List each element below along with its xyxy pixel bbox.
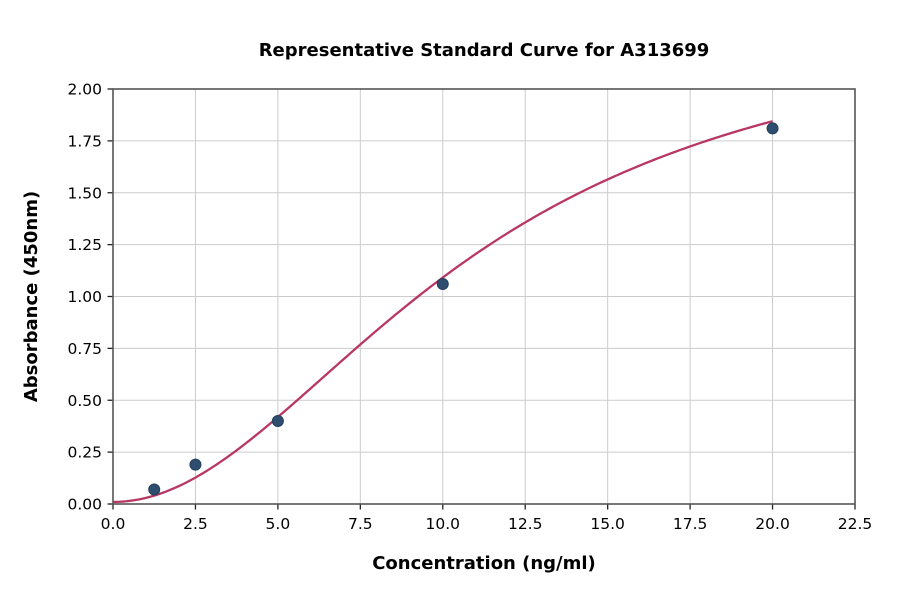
chart-title: Representative Standard Curve for A31369… bbox=[259, 40, 710, 61]
x-axis-label: Concentration (ng/ml) bbox=[372, 553, 596, 574]
y-tick-label: 0.75 bbox=[67, 340, 102, 358]
y-tick-label: 2.00 bbox=[67, 81, 102, 99]
axis-ticks bbox=[107, 88, 856, 510]
y-tick-label: 0.50 bbox=[67, 392, 102, 410]
y-tick-label: 1.50 bbox=[67, 184, 102, 202]
data-point bbox=[436, 278, 449, 291]
x-tick-label: 12.5 bbox=[508, 515, 543, 533]
y-tick-label: 1.00 bbox=[67, 288, 102, 306]
tick-labels: 0.0 2.5 5.0 7.5 10.0 12.5 15.0 17.5 20.0 22.5 0.00… bbox=[67, 81, 872, 534]
data-points bbox=[148, 122, 779, 496]
x-tick-label: 10.0 bbox=[426, 515, 461, 533]
y-axis-label: Absorbance (450nm) bbox=[21, 191, 42, 402]
data-point bbox=[148, 483, 161, 496]
y-tick-label: 1.25 bbox=[67, 236, 102, 254]
y-tick-label: 0.00 bbox=[67, 496, 102, 514]
y-tick-label: 1.75 bbox=[67, 132, 102, 150]
y-tick-label: 0.25 bbox=[67, 444, 102, 462]
x-tick-label: 15.0 bbox=[590, 515, 625, 533]
plot-border bbox=[112, 88, 856, 505]
x-tick-label: 7.5 bbox=[348, 515, 373, 533]
x-tick-label: 17.5 bbox=[673, 515, 708, 533]
x-tick-label: 20.0 bbox=[755, 515, 790, 533]
x-tick-label: 2.5 bbox=[183, 515, 208, 533]
x-tick-label: 5.0 bbox=[266, 515, 291, 533]
data-point bbox=[189, 458, 202, 471]
data-point bbox=[271, 415, 284, 427]
x-tick-label: 0.0 bbox=[101, 515, 126, 533]
data-point bbox=[766, 122, 779, 135]
fit-curve-line bbox=[112, 120, 773, 504]
gridlines bbox=[112, 88, 856, 505]
x-tick-label: 22.5 bbox=[838, 515, 873, 533]
